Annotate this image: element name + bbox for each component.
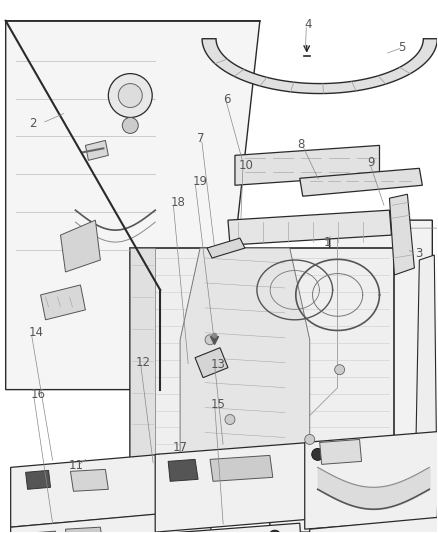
Circle shape [108,74,152,117]
Text: 13: 13 [210,358,225,372]
Polygon shape [202,39,437,93]
Circle shape [312,448,324,461]
Text: 3: 3 [416,247,423,260]
Polygon shape [270,220,432,532]
Polygon shape [305,432,438,529]
Text: 6: 6 [223,93,231,106]
Text: 12: 12 [136,356,151,369]
Polygon shape [320,439,361,464]
Polygon shape [210,455,273,481]
Text: 14: 14 [28,326,43,340]
Text: 5: 5 [398,41,406,54]
Text: 15: 15 [210,398,225,411]
Polygon shape [155,523,305,533]
Polygon shape [389,194,414,275]
Circle shape [225,415,235,424]
Text: 8: 8 [297,138,305,151]
Polygon shape [25,470,50,489]
Polygon shape [228,210,392,245]
Polygon shape [207,238,245,258]
Circle shape [305,434,314,445]
Polygon shape [60,220,100,272]
Polygon shape [130,248,155,470]
Polygon shape [310,517,438,533]
Polygon shape [11,509,215,533]
Polygon shape [300,168,422,196]
Text: 9: 9 [367,156,375,169]
Circle shape [335,365,345,375]
Polygon shape [155,442,310,532]
Polygon shape [41,285,85,320]
Circle shape [118,84,142,108]
Polygon shape [6,21,260,390]
Text: 7: 7 [197,133,205,146]
Polygon shape [11,455,160,527]
Text: 10: 10 [239,159,254,172]
Text: 4: 4 [304,18,312,31]
Circle shape [269,530,281,533]
Polygon shape [195,348,228,378]
Polygon shape [85,140,108,160]
Circle shape [122,117,138,133]
Text: 19: 19 [193,175,208,188]
Polygon shape [66,527,103,533]
Text: 2: 2 [29,117,37,130]
Polygon shape [130,248,395,470]
Text: 17: 17 [173,441,188,454]
Polygon shape [180,248,310,470]
Polygon shape [71,470,108,491]
Polygon shape [235,146,379,185]
Text: 11: 11 [68,459,83,472]
Polygon shape [168,459,198,481]
Polygon shape [16,531,57,533]
Polygon shape [414,255,437,527]
Text: 1: 1 [324,236,331,249]
Circle shape [205,335,215,345]
Text: 18: 18 [171,196,186,209]
Text: 16: 16 [30,387,46,400]
